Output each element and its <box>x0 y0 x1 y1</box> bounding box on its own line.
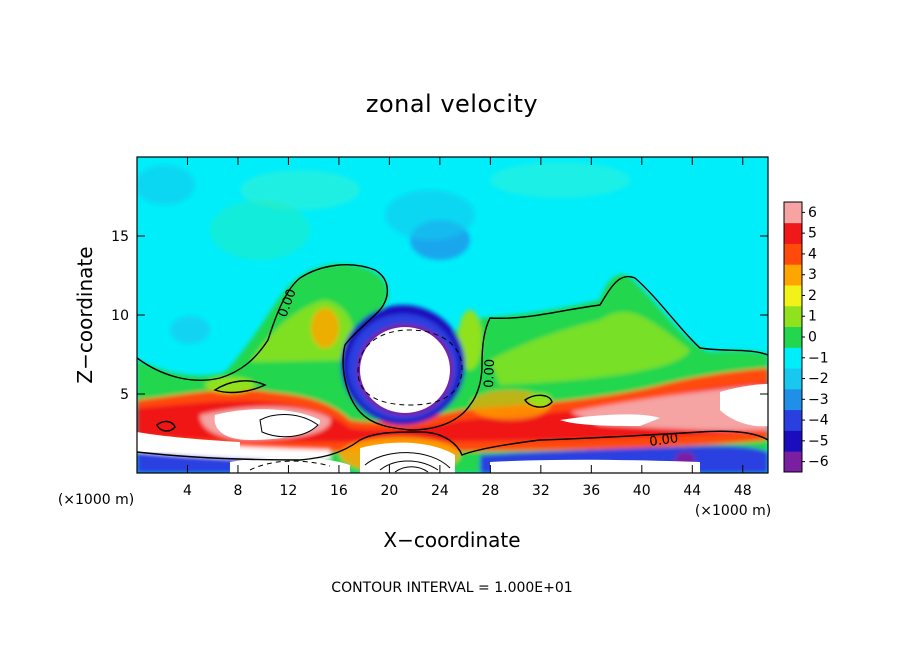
y-tick-label: 5 <box>120 387 129 403</box>
colorbar-tick-label: −6 <box>808 454 829 470</box>
x-tick-label: 20 <box>380 483 398 499</box>
x-tick-label: 36 <box>582 483 600 499</box>
y-tick-label: 10 <box>111 308 129 324</box>
x-unit-note-left: (×1000 m) <box>58 492 134 508</box>
colorbar-swatch <box>784 451 802 473</box>
colorbar-tick-label: 2 <box>808 288 817 304</box>
y-axis: 5 10 15 <box>111 229 768 403</box>
colorbar-swatch <box>784 430 802 452</box>
colorbar-tick-label: −5 <box>808 433 829 449</box>
x-tick-label: 44 <box>683 483 701 499</box>
colorbar-swatch <box>784 409 802 431</box>
x-tick-label: 32 <box>532 483 550 499</box>
colorbar-swatch <box>784 326 802 348</box>
colorbar-tick-label: 0 <box>808 330 817 346</box>
colorbar: −6 −5 −4 −3 −2 −1 0 1 2 3 4 5 6 <box>783 201 829 473</box>
x-axis: 4 8 12 16 20 24 28 32 36 40 44 48 <box>183 157 752 499</box>
colorbar-tick-label: −1 <box>808 350 829 366</box>
colorbar-tick-label: −3 <box>808 392 829 408</box>
x-tick-label: 40 <box>633 483 651 499</box>
contour-interval-note: CONTOUR INTERVAL = 1.000E+01 <box>331 580 572 596</box>
x-unit-note-right: (×1000 m) <box>695 503 771 519</box>
colorbar-tick-label: 5 <box>808 226 817 242</box>
contour-label-middle: 0.00 <box>482 359 498 388</box>
y-axis-title: Z−coordinate <box>73 246 97 383</box>
colorbar-tick-label: 4 <box>808 246 817 262</box>
velocity-field: 0.00 0.00 0.00 <box>137 157 768 473</box>
colorbar-tick-label: 6 <box>808 205 817 221</box>
contour-label-right: 0.00 <box>648 431 679 450</box>
colorbar-swatch <box>784 368 802 390</box>
colorbar-swatch <box>784 305 802 328</box>
y-tick-label: 15 <box>111 229 129 245</box>
colorbar-tick-label: 1 <box>808 309 817 325</box>
colorbar-swatch <box>784 264 802 286</box>
zero-contour-lines <box>137 264 768 461</box>
negative-contour-lines <box>249 329 463 471</box>
x-tick-label: 28 <box>481 483 499 499</box>
colorbar-swatch <box>784 285 802 307</box>
colorbar-swatch <box>784 222 802 244</box>
colorbar-swatch <box>784 202 802 224</box>
x-tick-label: 8 <box>233 483 242 499</box>
x-tick-label: 24 <box>431 483 449 499</box>
colorbar-swatch <box>784 388 802 411</box>
colorbar-swatch <box>784 243 802 265</box>
colorbar-tick-label: −2 <box>808 371 829 387</box>
x-tick-label: 12 <box>280 483 298 499</box>
positive-contour-lines <box>259 414 451 473</box>
colorbar-tick-label: −4 <box>808 413 829 429</box>
colorbar-tick-label: 3 <box>808 267 817 283</box>
chart-title: zonal velocity <box>366 90 538 118</box>
x-tick-label: 4 <box>183 483 192 499</box>
x-tick-label: 16 <box>330 483 348 499</box>
colorbar-swatch <box>784 347 802 369</box>
x-tick-label: 48 <box>734 483 752 499</box>
x-axis-title: X−coordinate <box>383 528 520 552</box>
